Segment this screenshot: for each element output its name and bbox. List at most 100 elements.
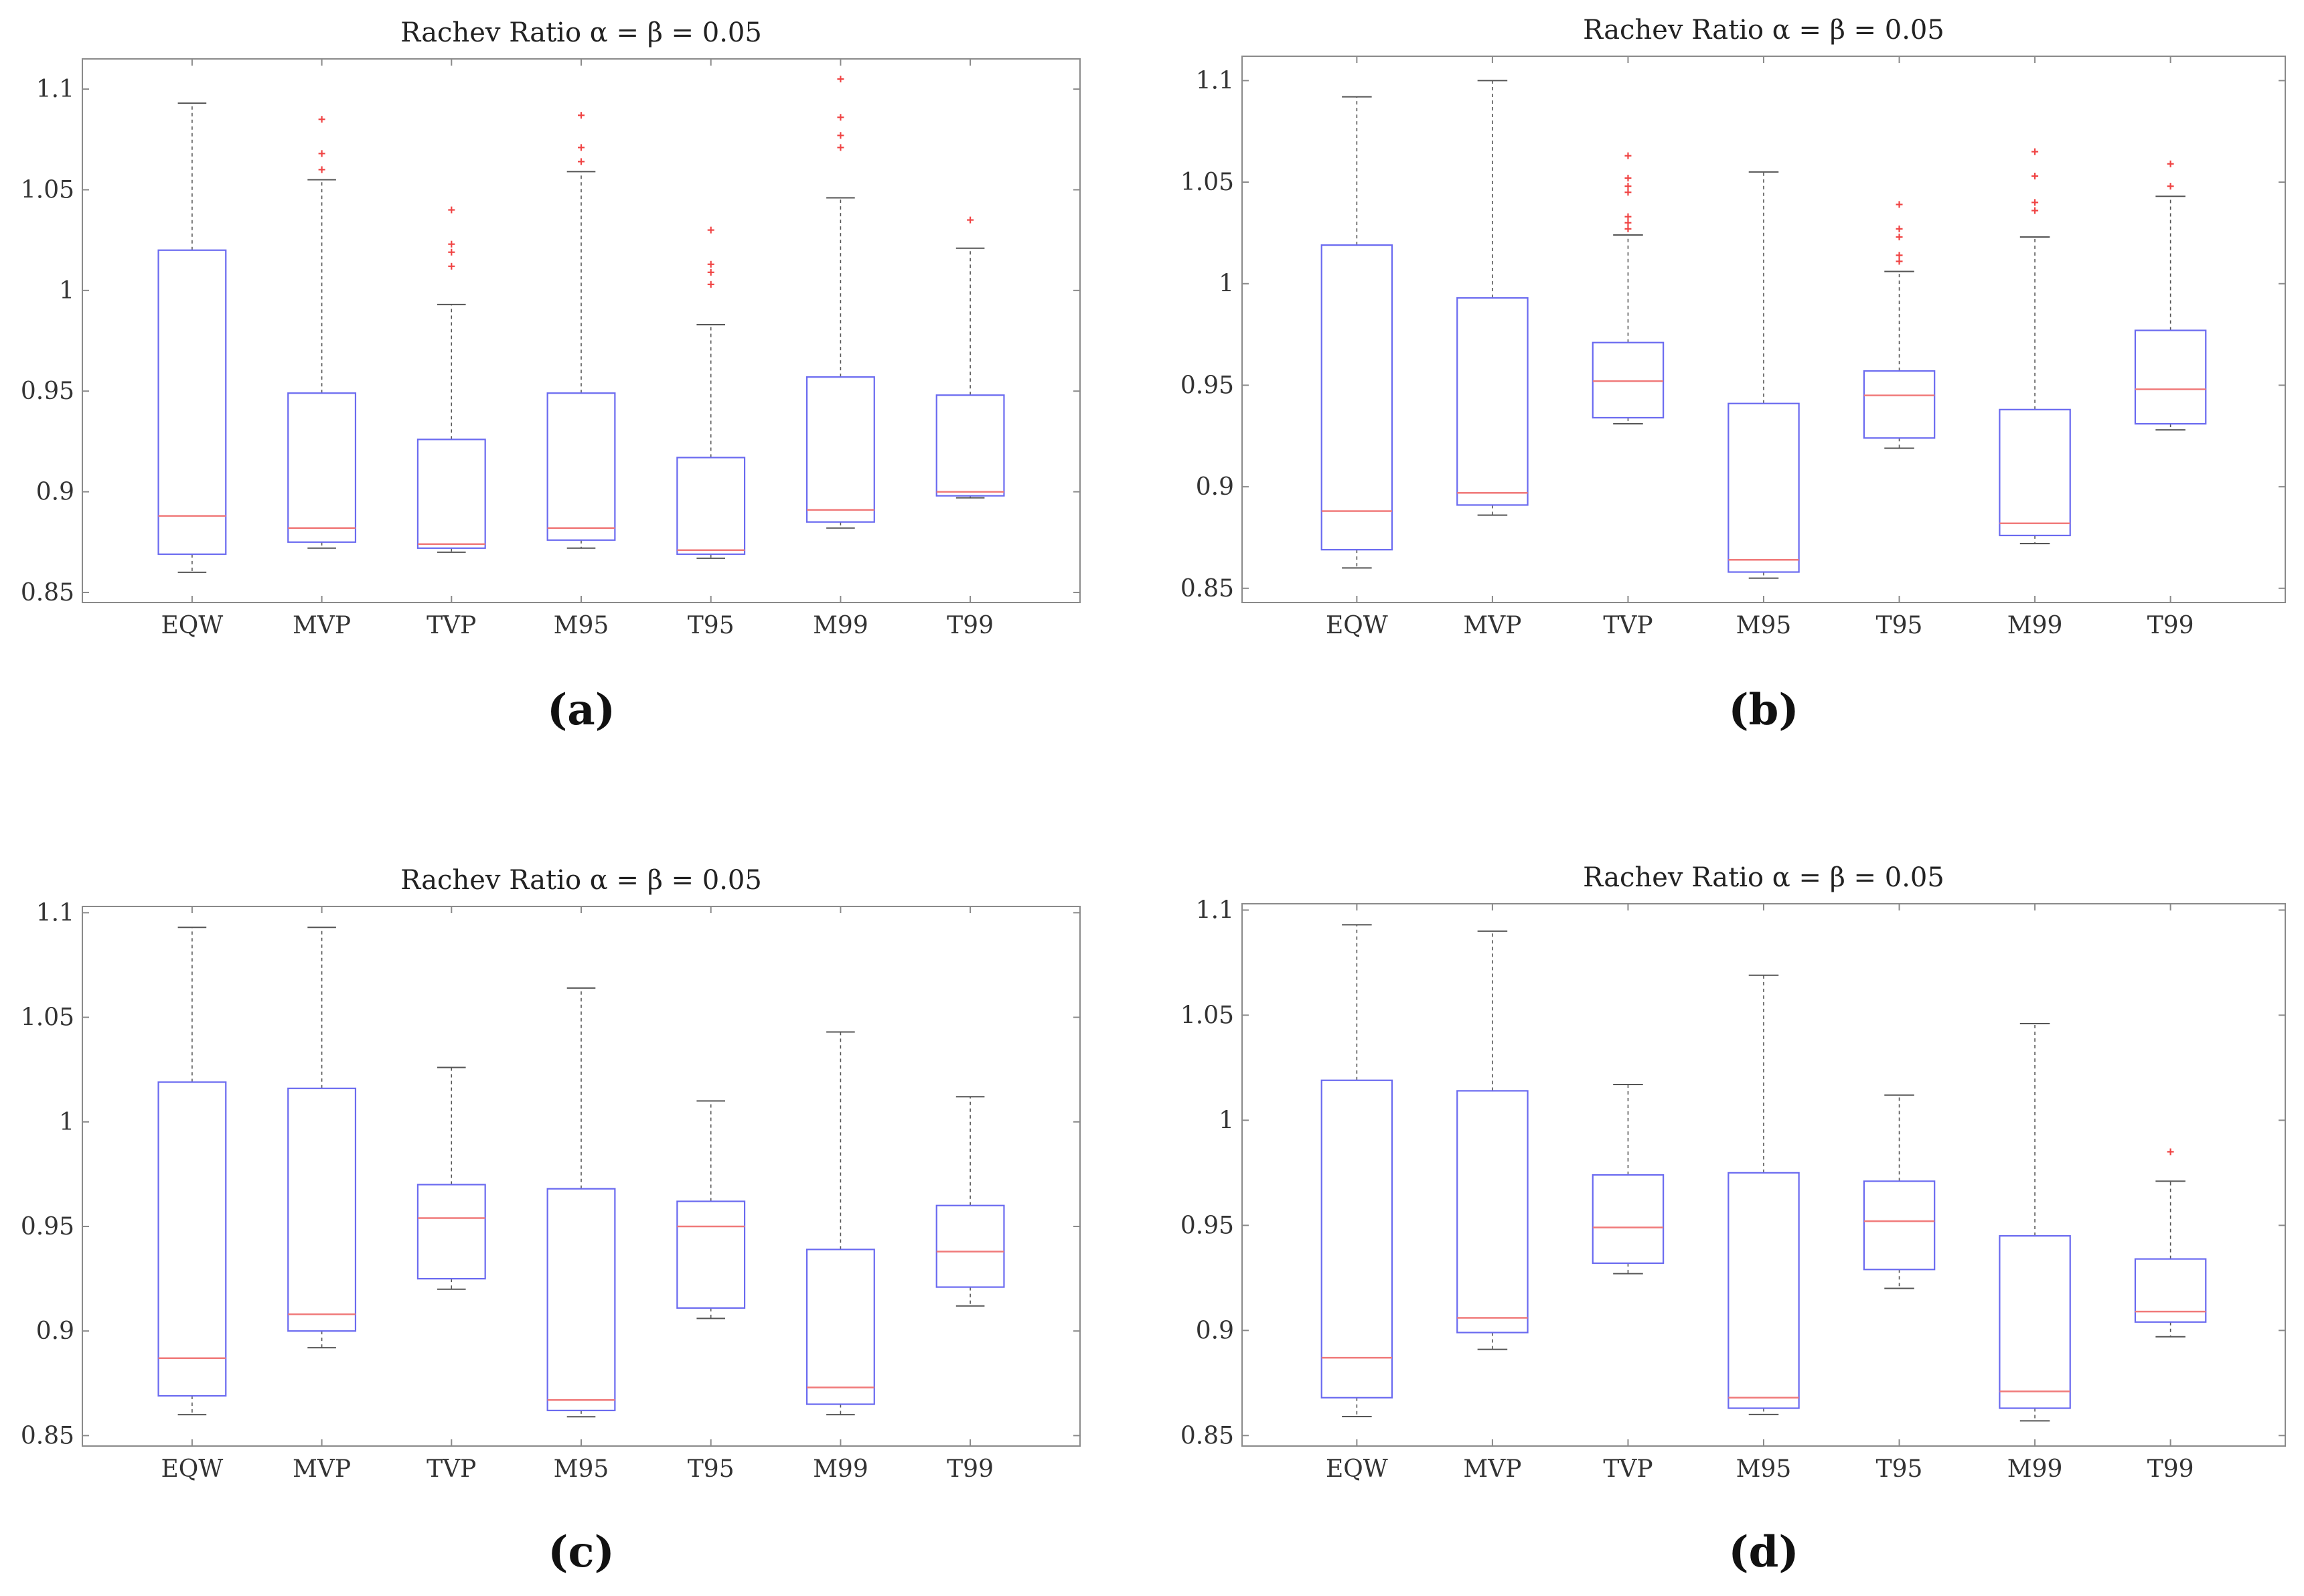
iqr-box [805,1249,875,1405]
x-tick-label: T99 [2147,1455,2194,1483]
x-tick-label: EQW [161,1455,224,1483]
box-m99: M99 [1999,56,2071,639]
iqr-box [805,376,875,523]
outlier-marker [837,114,844,121]
outlier-marker [448,206,455,214]
iqr-box [157,249,227,555]
iqr-box [1727,402,1800,573]
iqr-box [287,1087,357,1332]
box-eqw: EQW [1320,56,1393,639]
y-tick-label: 1.1 [36,76,74,103]
outlier-marker [2167,160,2174,167]
outlier-marker [578,158,585,165]
x-tick-label: T99 [947,612,994,639]
iqr-box [416,1184,486,1280]
x-tick-label: M95 [1736,612,1792,639]
outlier-marker [707,281,714,288]
x-tick-label: TVP [427,1455,476,1483]
iqr-box [935,394,1005,497]
y-tick-label: 0.9 [1196,473,1234,501]
x-tick-label: T95 [688,612,735,639]
outlier-marker [1896,252,1903,259]
x-tick-label: T95 [688,1455,735,1483]
x-tick-label: M99 [2007,1455,2063,1483]
box-mvp: MVP [1456,904,1529,1483]
x-tick-label: T95 [1876,1455,1923,1483]
y-tick-label: 0.95 [21,378,74,405]
iqr-box [1863,1180,1936,1271]
iqr-box [546,392,616,541]
outlier-marker [1896,258,1903,265]
box-t95: T95 [1863,56,1936,639]
outlier-marker [2167,1148,2174,1155]
iqr-box [546,1188,616,1411]
iqr-box [157,1081,227,1397]
box-t99: T99 [935,906,1005,1483]
iqr-box [1999,1234,2071,1409]
x-tick-label: TVP [1603,612,1653,639]
chart-title: Rachev Ratio α = β = 0.05 [400,17,762,48]
y-tick-label: 1.1 [1196,67,1234,94]
iqr-box [676,1200,746,1309]
outlier-marker [967,216,974,224]
y-tick-label: 1.1 [36,899,74,927]
y-tick-label: 1.1 [1196,896,1234,924]
x-tick-label: TVP [427,612,476,639]
panel-label: (a) [547,685,615,735]
iqr-box [1592,341,1665,419]
y-tick-label: 0.85 [1180,575,1234,603]
x-tick-label: T99 [947,1455,994,1483]
box-m99: M99 [805,906,875,1483]
outlier-marker [837,144,844,151]
x-tick-label: EQW [161,612,224,639]
x-tick-label: TVP [1603,1455,1653,1483]
x-tick-label: M95 [1736,1455,1792,1483]
x-tick-label: T99 [2147,612,2194,639]
chart-title: Rachev Ratio α = β = 0.05 [1583,862,1944,893]
y-tick-label: 1 [1219,1107,1234,1134]
iqr-box [1863,370,1936,439]
x-tick-label: EQW [1326,612,1388,639]
iqr-box [1999,408,2071,536]
box-eqw: EQW [157,59,227,639]
outlier-marker [1624,183,1632,190]
x-tick-label: M99 [813,1455,868,1483]
outlier-marker [448,248,455,256]
panel-label: (c) [548,1527,615,1577]
outlier-marker [2031,148,2039,155]
iqr-box [1592,1174,1665,1264]
y-tick-label: 1.05 [21,1004,74,1032]
y-tick-label: 0.95 [1180,372,1234,399]
box-tvp: TVP [1592,904,1665,1483]
iqr-box [1320,244,1393,551]
outlier-marker [1624,175,1632,182]
y-tick-label: 1 [1219,270,1234,298]
y-tick-label: 0.95 [21,1213,74,1241]
outlier-marker [318,150,325,157]
iqr-box [2134,1258,2207,1323]
outlier-marker [578,144,585,151]
outlier-marker [1624,152,1632,159]
box-mvp: MVP [1456,56,1529,639]
box-eqw: EQW [1320,904,1393,1483]
outlier-marker [837,76,844,83]
outlier-marker [578,112,585,119]
x-tick-label: M95 [554,612,609,639]
outlier-marker [1896,233,1903,240]
x-tick-label: T95 [1876,612,1923,639]
box-m99: M99 [1999,904,2071,1483]
x-tick-label: MVP [293,612,351,639]
box-mvp: MVP [287,59,357,639]
y-tick-label: 0.95 [1180,1212,1234,1239]
y-tick-label: 1.05 [1180,1002,1234,1029]
x-tick-label: MVP [1463,1455,1521,1483]
box-tvp: TVP [416,59,486,639]
outlier-marker [1624,213,1632,220]
outlier-marker [318,116,325,123]
iqr-box [1456,297,1529,506]
outlier-marker [2031,172,2039,179]
y-tick-label: 1 [59,277,74,305]
box-t95: T95 [1863,904,1936,1483]
x-tick-label: MVP [293,1455,351,1483]
outlier-marker [448,262,455,270]
